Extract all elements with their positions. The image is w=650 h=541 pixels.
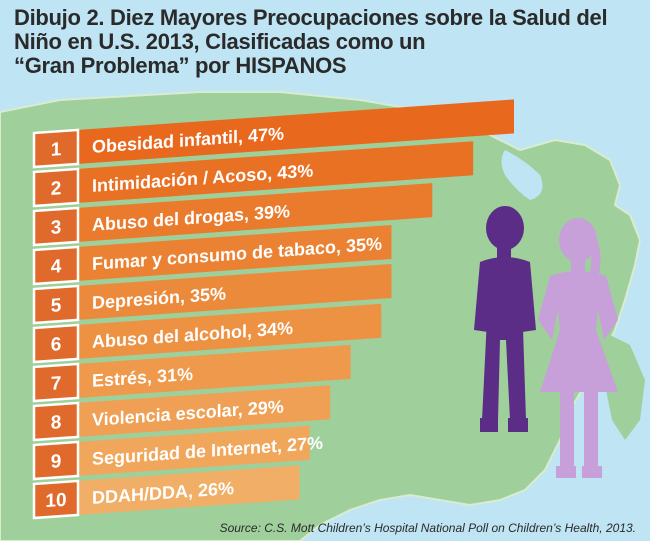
rank-box (32, 245, 80, 286)
boy-silhouette (474, 206, 536, 432)
bar-row: 8 Violencia escolar, 29% (32, 385, 331, 442)
rank-box (32, 362, 80, 403)
rank-box (32, 401, 80, 442)
bar (34, 99, 514, 167)
rank-number: 5 (51, 295, 62, 317)
bar (34, 225, 392, 284)
bar (34, 385, 331, 440)
rank-number: 1 (51, 139, 62, 161)
rank-number: 9 (51, 451, 62, 473)
rank-number: 7 (51, 373, 62, 395)
chart-title-line-1: Dibujo 2. Diez Mayores Preocupaciones so… (14, 5, 608, 30)
source-note: Source: C.S. Mott Children’s Hospital Na… (219, 521, 636, 535)
rank-box (32, 206, 80, 247)
chart-title: Dibujo 2. Diez Mayores Preocupaciones so… (14, 6, 639, 78)
bar-row: 6 Abuso del alcohol, 34% (32, 303, 382, 364)
bar-row: 2 Intimidación / Acoso, 43% (32, 141, 474, 208)
rank-box (32, 440, 80, 481)
florida (600, 330, 645, 440)
rank-number: 3 (51, 217, 62, 239)
chart-title-line-3: “Gran Problema” por HISPANOS (14, 53, 347, 78)
bar-row: 5 Depresión, 35% (32, 264, 392, 325)
rank-number: 2 (51, 178, 62, 200)
chart-title-line-2: Niño en U.S. 2013, Clasificadas como un (14, 29, 426, 54)
bar-row: 3 Abuso del drogas, 39% (32, 183, 433, 247)
rank-number: 8 (51, 412, 62, 434)
rank-box (32, 479, 80, 520)
rank-box (32, 323, 80, 364)
children-silhouettes (474, 206, 618, 478)
bar (34, 303, 382, 362)
bar-row: 10 DDAH/DDA, 26% (32, 465, 300, 520)
bar (34, 183, 433, 245)
bar-row: 7 Estrés, 31% (32, 344, 351, 403)
bar (34, 344, 351, 401)
rank-number: 6 (51, 334, 62, 356)
bar (34, 465, 300, 518)
great-lakes (501, 150, 543, 200)
bar (34, 264, 392, 323)
bar-row: 1 Obesidad infantil, 47% (32, 99, 514, 169)
rank-box (32, 128, 80, 169)
bar (34, 425, 310, 479)
girl-silhouette (538, 218, 618, 478)
rank-number: 10 (45, 490, 66, 512)
bar (34, 141, 474, 206)
rank-box (32, 284, 80, 325)
rank-box (32, 167, 80, 208)
chart-bars: 1 Obesidad infantil, 47%2 Intimidación / A… (32, 99, 514, 520)
rank-number: 4 (51, 256, 62, 278)
